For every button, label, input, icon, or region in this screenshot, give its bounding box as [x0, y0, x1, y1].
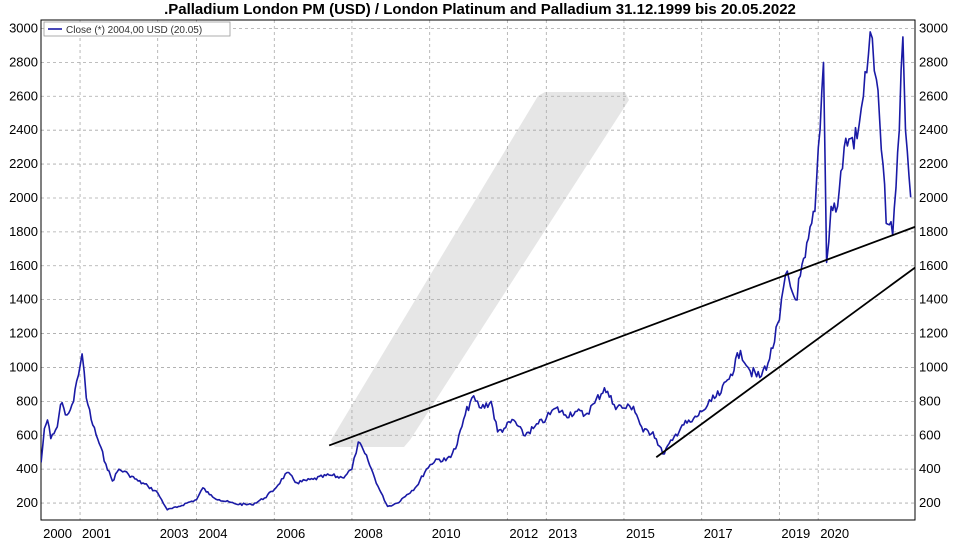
- legend: Close (*) 2004,00 USD (20.05): [43, 21, 231, 37]
- y-tick-label-right: 200: [919, 495, 941, 510]
- y-tick-label-right: 2600: [919, 88, 948, 103]
- x-tick-label: 2017: [704, 526, 733, 540]
- y-tick-label-left: 2400: [9, 122, 38, 137]
- y-tick-label-right: 1200: [919, 326, 948, 341]
- y-tick-label-left: 1800: [9, 224, 38, 239]
- y-tick-label-left: 1200: [9, 326, 38, 341]
- x-tick-label: 2004: [199, 526, 228, 540]
- y-tick-label-right: 400: [919, 461, 941, 476]
- x-tick-label: 2019: [781, 526, 810, 540]
- y-tick-label-left: 400: [16, 461, 38, 476]
- x-tick-label: 2006: [276, 526, 305, 540]
- x-tick-label: 2010: [432, 526, 461, 540]
- y-tick-label-right: 2800: [919, 54, 948, 69]
- x-tick-label: 2001: [82, 526, 111, 540]
- x-tick-label: 2020: [820, 526, 849, 540]
- y-tick-label-right: 2400: [919, 122, 948, 137]
- trend-line: [328, 225, 915, 447]
- y-tick-label-right: 1400: [919, 292, 948, 307]
- chart-title: .Palladium London PM (USD) / London Plat…: [164, 1, 796, 18]
- y-tick-label-left: 2000: [9, 190, 38, 205]
- watermark-logo: [331, 92, 629, 447]
- y-tick-label-right: 3000: [919, 20, 948, 35]
- x-tick-label: 2013: [548, 526, 577, 540]
- plot-frame: [40, 19, 916, 521]
- y-tick-label-left: 800: [16, 393, 38, 408]
- y-tick-label-right: 2000: [919, 190, 948, 205]
- legend-label: Close (*) 2004,00 USD (20.05): [66, 25, 202, 36]
- x-tick-label: 2000: [43, 526, 72, 540]
- y-tick-label-left: 200: [16, 495, 38, 510]
- y-tick-label-left: 2200: [9, 156, 38, 171]
- y-tick-label-left: 1400: [9, 292, 38, 307]
- x-tick-label: 2012: [509, 526, 538, 540]
- y-tick-label-left: 600: [16, 427, 38, 442]
- y-tick-label-right: 600: [919, 427, 941, 442]
- series-line-close: [41, 31, 912, 511]
- y-tick-label-right: 1800: [919, 224, 948, 239]
- legend-box: [43, 21, 231, 37]
- y-tick-label-right: 2200: [919, 156, 948, 171]
- x-tick-label: 2008: [354, 526, 383, 540]
- trend-line: [655, 266, 915, 459]
- y-tick-label-right: 800: [919, 393, 941, 408]
- x-tick-label: 2015: [626, 526, 655, 540]
- y-tick-label-left: 1600: [9, 258, 38, 273]
- y-tick-label-left: 2800: [9, 54, 38, 69]
- y-tick-label-right: 1000: [919, 359, 948, 374]
- y-tick-label-left: 1000: [9, 359, 38, 374]
- y-tick-label-left: 2600: [9, 88, 38, 103]
- y-tick-label-right: 1600: [919, 258, 948, 273]
- y-tick-label-left: 3000: [9, 20, 38, 35]
- x-tick-label: 2003: [160, 526, 189, 540]
